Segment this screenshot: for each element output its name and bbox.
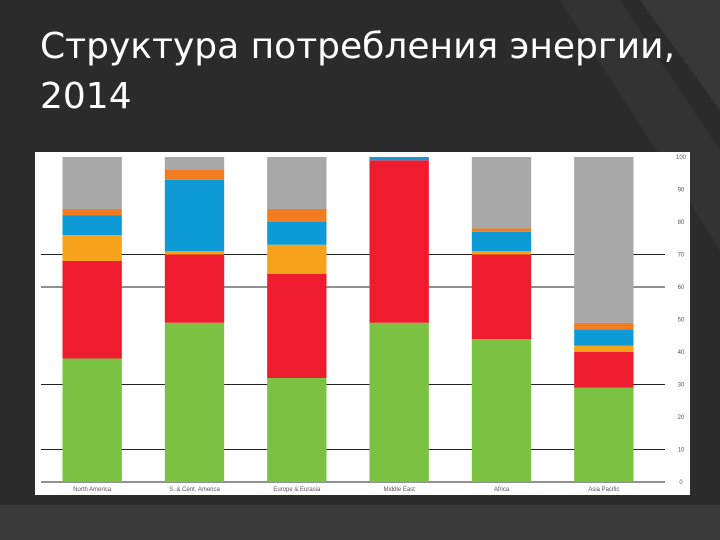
- slide-title-line-1: Структура потребления энергии,: [40, 26, 676, 67]
- bar-segment: [574, 387, 634, 482]
- y-tick-label: 80: [678, 220, 685, 226]
- bar-segment: [62, 209, 122, 216]
- bar-segment: [62, 358, 122, 482]
- bar-segment: [267, 222, 327, 245]
- bar-segment: [267, 157, 327, 209]
- bar-segment: [471, 251, 532, 255]
- y-tick-label: 20: [678, 415, 685, 421]
- y-tick-label: 40: [678, 350, 685, 356]
- bar-segment: [62, 261, 122, 359]
- bar-segment: [164, 251, 225, 255]
- bar-segment: [267, 378, 327, 482]
- bar-segment: [267, 209, 327, 222]
- bar-segment: [574, 157, 634, 323]
- bar-segment: [369, 160, 429, 323]
- slide-title-line-2: 2014: [40, 76, 132, 117]
- bar-segment: [471, 231, 532, 252]
- x-tick-label: North America: [73, 487, 112, 493]
- y-tick-label: 30: [678, 383, 685, 389]
- bar-segment: [574, 345, 634, 352]
- y-tick-label: 10: [678, 448, 685, 454]
- y-tick-label: 50: [678, 318, 685, 324]
- bar-segment: [164, 170, 225, 180]
- chart-panel: North America S. & Cent. America Europe & …: [35, 152, 690, 495]
- bar-segment: [164, 179, 225, 252]
- bar-segment: [62, 157, 122, 209]
- bar-segment: [574, 329, 634, 346]
- bar-segment: [369, 157, 429, 161]
- y-tick-label: 60: [678, 285, 685, 291]
- footer-band: [0, 505, 720, 540]
- bar-segment: [574, 322, 634, 330]
- bar-segment: [62, 215, 122, 235]
- y-tick-label: 0: [679, 480, 683, 486]
- bar-segment: [164, 157, 225, 170]
- bar-segment: [471, 254, 532, 339]
- bar-segment: [471, 228, 532, 232]
- y-tick-label: 70: [678, 253, 685, 259]
- bar-segment: [267, 244, 327, 274]
- x-tick-label: S. & Cent. America: [169, 487, 220, 493]
- bar-segment: [369, 322, 429, 482]
- bar-segment: [471, 339, 532, 482]
- x-tick-label: Africa: [494, 487, 510, 493]
- bar-segment: [471, 157, 532, 229]
- bar-segment: [164, 254, 225, 323]
- slide-title: Структура потребления энергии, 2014: [40, 22, 676, 122]
- y-tick-label: 90: [678, 188, 685, 194]
- stacked-bar-chart: North America S. & Cent. America Europe & …: [41, 155, 687, 493]
- bar-segment: [574, 352, 634, 388]
- bar-segment: [267, 274, 327, 378]
- y-tick-label: 100: [676, 155, 687, 161]
- x-tick-label: Asia Pacific: [588, 487, 619, 493]
- bar-segment: [62, 235, 122, 261]
- bar-segment: [164, 322, 225, 482]
- x-tick-label: Middle East: [383, 487, 415, 493]
- x-tick-label: Europe & Eurasia: [273, 487, 321, 493]
